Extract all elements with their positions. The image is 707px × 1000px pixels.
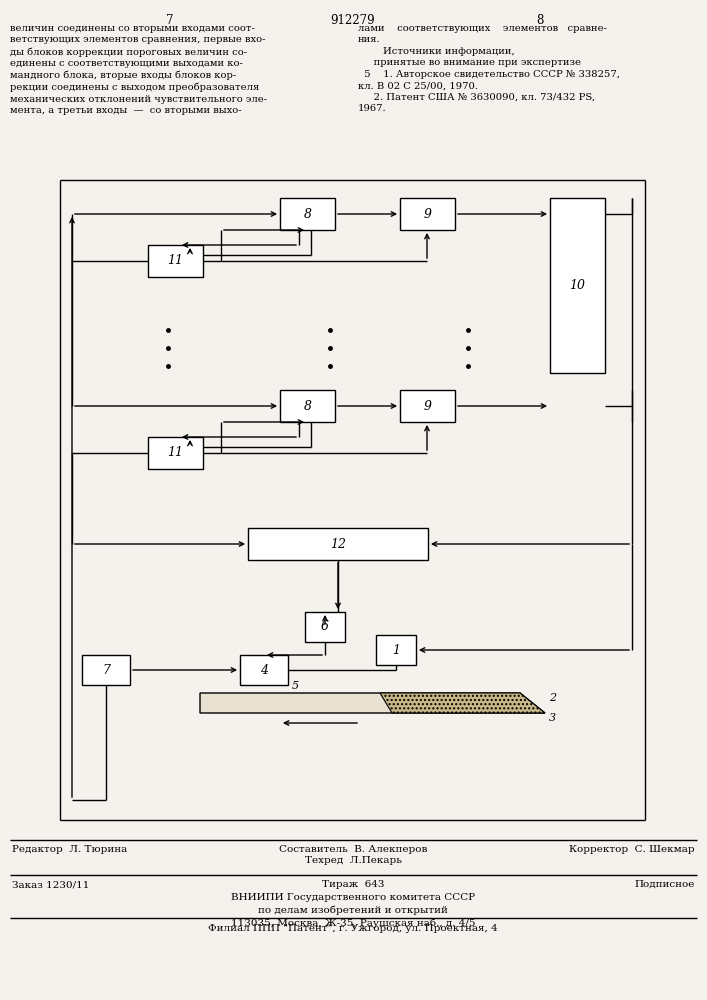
Text: 9: 9	[423, 399, 431, 412]
Text: Подписное: Подписное	[635, 880, 695, 889]
Text: 9: 9	[423, 208, 431, 221]
Text: 2: 2	[549, 693, 556, 703]
Text: 3: 3	[549, 713, 556, 723]
Text: Редактор  Л. Тюрина: Редактор Л. Тюрина	[12, 845, 127, 854]
Bar	[400, 390, 455, 422]
Bar	[400, 198, 455, 230]
Text: Составитель  В. Алекперов: Составитель В. Алекперов	[279, 845, 427, 854]
Text: 10: 10	[570, 279, 585, 292]
Text: Техред  Л.Пекарь: Техред Л.Пекарь	[305, 856, 402, 865]
Bar	[148, 437, 203, 469]
Text: лами    соответствующих    элементов   сравне-
ния.
        Источники информации: лами соответствующих элементов сравне- н…	[358, 24, 620, 113]
Text: ВНИИПИ Государственного комитета СССР
по делам изобретений и открытий
113035, Мо: ВНИИПИ Государственного комитета СССР по…	[230, 893, 475, 928]
Bar	[248, 528, 428, 560]
Text: 11: 11	[168, 446, 184, 460]
Text: 8: 8	[303, 399, 312, 412]
Text: Корректор  С. Шекмар: Корректор С. Шекмар	[569, 845, 695, 854]
Bar	[240, 655, 288, 685]
Text: 5: 5	[292, 681, 299, 691]
Bar	[280, 390, 335, 422]
Text: 11: 11	[168, 254, 184, 267]
Polygon shape	[380, 693, 545, 713]
Text: 7: 7	[102, 664, 110, 676]
Text: 8: 8	[537, 14, 544, 27]
Bar	[82, 655, 130, 685]
Text: величин соединены со вторыми входами соот-
ветствующих элементов сравнения, перв: величин соединены со вторыми входами соо…	[10, 24, 267, 115]
Text: Тираж  643: Тираж 643	[322, 880, 384, 889]
Text: 8: 8	[303, 208, 312, 221]
Text: 4: 4	[260, 664, 268, 676]
Bar	[280, 198, 335, 230]
Text: 6: 6	[321, 620, 329, 634]
Bar	[376, 635, 416, 665]
Polygon shape	[200, 693, 545, 713]
Text: Заказ 1230/11: Заказ 1230/11	[12, 880, 89, 889]
Text: 912279: 912279	[331, 14, 375, 27]
Bar	[305, 612, 345, 642]
Text: Филиал ППП "Патент", г. Ужгород, ул. Проектная, 4: Филиал ППП "Патент", г. Ужгород, ул. Про…	[208, 924, 498, 933]
Text: 12: 12	[330, 538, 346, 550]
Bar	[550, 198, 605, 373]
Text: 1: 1	[392, 644, 400, 656]
Bar	[148, 245, 203, 277]
Text: 7: 7	[166, 14, 174, 27]
